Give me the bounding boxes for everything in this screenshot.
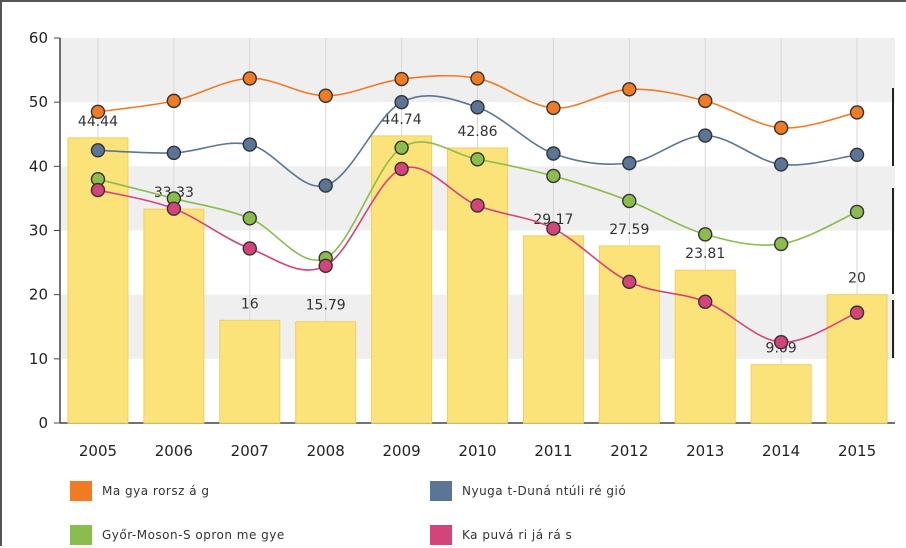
y-tick-label: 0 <box>38 414 48 432</box>
series-point <box>849 105 865 120</box>
y-tick-label: 30 <box>29 222 48 240</box>
legend-item-nyugat-dunantuli-regio[interactable]: Nyuga t-Duná ntúli ré gió <box>430 478 626 504</box>
series-point <box>622 274 637 290</box>
x-tick-label: 2010 <box>458 442 496 460</box>
x-tick-label: 2013 <box>686 442 724 460</box>
series-point <box>394 94 409 110</box>
series-point <box>773 334 789 350</box>
x-tick-label: 2012 <box>610 442 648 460</box>
series-point <box>318 258 333 273</box>
x-tick-label: 2014 <box>762 442 800 460</box>
series-point <box>166 93 182 109</box>
series-point <box>394 161 409 177</box>
series-point <box>470 198 485 213</box>
legend-label: Ma gya rorsz á g <box>102 484 210 498</box>
series-point <box>90 143 106 158</box>
legend-item-kapuvari-jaras[interactable]: Ka puvá ri já rá s <box>430 522 572 548</box>
bar-2014 <box>750 364 812 424</box>
x-tick-label: 2015 <box>838 442 876 460</box>
series-point <box>242 241 257 256</box>
bar-value-label: 15.79 <box>306 298 346 314</box>
series-point <box>546 221 561 236</box>
y-tick-label: 40 <box>29 157 48 175</box>
series-point <box>546 168 561 184</box>
bar-2012 <box>598 245 660 424</box>
series-point <box>394 140 409 155</box>
legend-label: Ka puvá ri já rá s <box>462 528 573 542</box>
series-point <box>470 71 485 86</box>
series-point <box>773 120 789 136</box>
series-point <box>394 71 409 87</box>
y-tick-label: 60 <box>29 29 48 47</box>
series-point <box>773 157 789 172</box>
series-point <box>622 82 637 97</box>
series-point <box>546 146 561 161</box>
series-point <box>242 211 257 226</box>
legend-item-magyarorszag[interactable]: Ma gya rorsz á g <box>70 478 210 504</box>
bar-2008 <box>295 321 357 424</box>
legend-item-gyor-moson-sopron[interactable]: Győr-Moson-S opron me gye <box>70 522 285 548</box>
x-tick-label: 2006 <box>155 442 193 460</box>
series-point <box>166 145 182 161</box>
series-point <box>242 71 257 86</box>
legend-swatch <box>430 481 452 501</box>
legend: Ma gya rorsz á g Nyuga t-Duná ntúli ré g… <box>70 478 830 546</box>
legend-label: Győr-Moson-S opron me gye <box>102 528 285 542</box>
legend-swatch <box>430 525 452 545</box>
series-point <box>318 88 333 103</box>
series-point <box>242 137 257 152</box>
series-point <box>622 155 637 171</box>
legend-label: Nyuga t-Duná ntúli ré gió <box>462 484 627 498</box>
series-line <box>97 141 858 261</box>
series-point <box>849 204 865 220</box>
bar-2006 <box>143 208 205 424</box>
bar-value-label: 44.44 <box>78 114 118 130</box>
bar-value-label: 16 <box>241 296 259 312</box>
x-tick-label: 2009 <box>382 442 420 460</box>
bar-value-label: 27.59 <box>609 222 649 238</box>
series-point <box>698 294 713 309</box>
y-tick-label: 50 <box>29 93 48 111</box>
bar-2010 <box>447 147 508 424</box>
legend-swatch <box>70 525 92 545</box>
series-point <box>470 152 485 167</box>
series-point <box>470 100 485 115</box>
bar-2009 <box>371 135 433 424</box>
series-point <box>773 236 789 252</box>
y-tick-label: 20 <box>29 286 48 304</box>
x-tick-label: 2008 <box>307 442 345 460</box>
series-point <box>698 227 713 242</box>
bar-2011 <box>522 235 584 424</box>
series-point <box>849 305 865 320</box>
bar-value-label: 44.74 <box>382 112 422 128</box>
series-point <box>698 128 713 143</box>
series-point <box>622 193 637 209</box>
legend-swatch <box>70 481 92 501</box>
series-point <box>318 178 333 193</box>
x-tick-label: 2007 <box>231 442 269 460</box>
bar-value-label: 42.86 <box>457 124 497 140</box>
x-tick-label: 2011 <box>534 442 572 460</box>
series-point <box>698 93 713 109</box>
bar-2013 <box>674 269 736 424</box>
bar-value-label: 20 <box>848 271 866 287</box>
bar-value-label: 23.81 <box>685 246 725 262</box>
bar-2007 <box>219 319 281 424</box>
y-tick-label: 10 <box>29 350 48 368</box>
series-point <box>166 201 182 216</box>
series-point <box>90 182 106 198</box>
series-point <box>849 147 865 162</box>
x-tick-label: 2005 <box>79 442 117 460</box>
series-point <box>90 104 106 119</box>
series-point <box>546 100 561 116</box>
